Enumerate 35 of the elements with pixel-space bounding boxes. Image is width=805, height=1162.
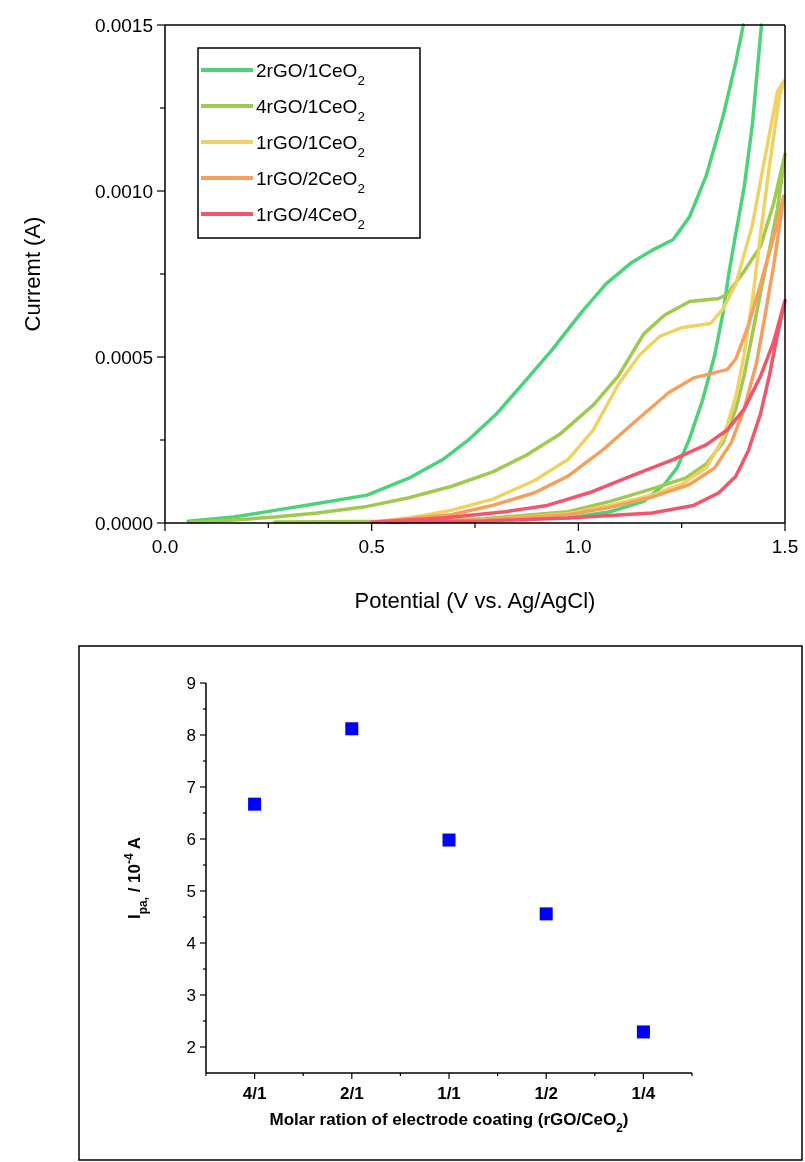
x-tick-label: 2/1 — [339, 1084, 364, 1103]
x-axis-title: Molar ration of electrode coating (rGO/CeO$_{2}$) — [269, 1110, 629, 1135]
y-tick-label: 7 — [186, 778, 196, 798]
y-tick-label: 2 — [186, 1038, 196, 1058]
y-tick-label: 9 — [186, 674, 196, 694]
x-tick-label: 1.5 — [771, 536, 799, 557]
point — [539, 907, 553, 921]
x-tick-label: 4/1 — [242, 1084, 267, 1103]
x-tick-label: 1/1 — [437, 1084, 461, 1103]
y-tick-label: 3 — [186, 986, 196, 1006]
point — [442, 833, 456, 847]
point — [636, 1025, 650, 1039]
point — [248, 797, 262, 811]
x-tick-label: 1/2 — [534, 1084, 559, 1103]
x-axis-title: Potential (V vs. Ag/AgCl) — [354, 588, 596, 613]
legend-label: 2rGO/1CeO$_{2}$ — [256, 60, 365, 88]
line-series — [369, 298, 787, 525]
y-tick-label: 6 — [186, 830, 196, 850]
y-tick-label: 0.0010 — [94, 180, 153, 202]
legend-label: 1rGO/1CeO$_{2}$ — [256, 132, 365, 160]
point — [345, 722, 359, 736]
x-tick-label: 0.5 — [358, 536, 385, 557]
y-axis-title: Curremt (A) — [20, 216, 45, 332]
y-tick-label: 8 — [186, 726, 196, 746]
y-tick-label: 5 — [186, 882, 196, 902]
y-tick-label: 0.0005 — [94, 346, 153, 368]
x-tick-label: 0.0 — [151, 536, 179, 557]
x-tick-label: 1/4 — [631, 1084, 656, 1103]
legend-label: 1rGO/2CeO$_{2}$ — [256, 168, 365, 196]
y-tick-label: 4 — [186, 934, 196, 954]
y-tick-label: 0.0000 — [94, 512, 153, 534]
legend-label: 1rGO/4CeO$_{2}$ — [256, 204, 365, 232]
x-tick-label: 1.0 — [565, 536, 592, 557]
y-tick-label: 0.0015 — [94, 14, 153, 36]
legend-label: 4rGO/1CeO$_{2}$ — [256, 96, 365, 124]
